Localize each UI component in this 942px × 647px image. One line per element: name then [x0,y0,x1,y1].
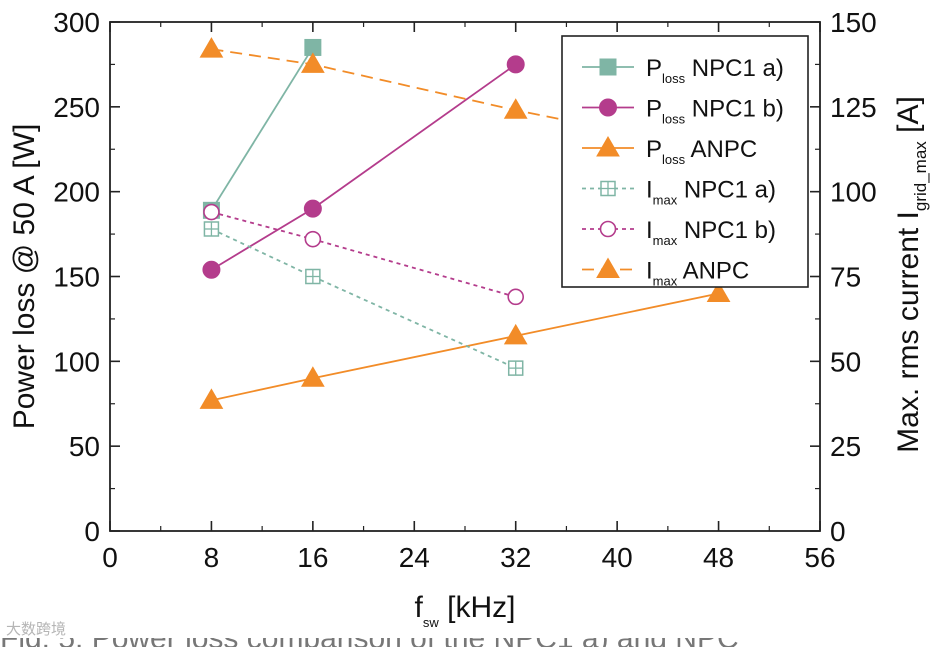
y-right-tick-label: 150 [830,7,877,38]
y-left-tick-label: 200 [53,177,100,208]
legend-entry-ploss-npc1a: Ploss NPC1 a) [582,55,784,86]
watermark: 大数跨境 [6,620,67,638]
series-line-ploss-anpc [211,292,719,402]
data-point-ploss-anpc [706,281,731,302]
data-point-ploss-npc1b [303,199,322,218]
y-left-tick-label: 100 [53,346,100,377]
x-tick-label: 32 [500,542,531,573]
y-left-tick-label: 300 [53,7,100,38]
y-left-axis-label: Power loss @ 50 A [W] [8,124,41,430]
data-point-imax-npc1b [203,203,220,221]
legend-marker [600,180,616,197]
legend-label: Ploss ANPC [646,136,757,167]
data-point-imax-npc1a [203,221,220,237]
y-right-tick-label: 125 [830,92,877,123]
data-point-ploss-npc1b [202,260,221,279]
legend-label: Ploss NPC1 b) [646,96,784,127]
y-right-axis-label: Max. rms current Igrid_max [A] [892,96,930,453]
data-point-imax-npc1b [304,230,322,248]
legend-label: Imax ANPC [646,258,749,289]
y-right-tick-label: 100 [830,177,877,208]
figure-caption: Fig. 5. Power loss comparison of the NPC… [0,638,942,647]
legend-entry-imax-npc1b: Imax NPC1 b) [582,217,776,248]
legend-label: Imax NPC1 a) [646,177,776,208]
y-right-tick-label: 0 [830,516,846,547]
x-tick-label: 48 [703,542,734,573]
x-axis-label: fsw [kHz] [415,591,516,630]
figure-caption-text: Fig. 5. Power loss comparison of the NPC… [0,638,739,647]
legend-entry-ploss-anpc: Ploss ANPC [582,136,757,167]
y-right-tick-label: 75 [830,262,861,293]
y-left-tick-label: 50 [69,431,100,462]
series-ploss-npc1b [202,55,525,279]
data-point-ploss-anpc [199,388,224,409]
series-line-imax-npc1a [211,228,517,369]
series-ploss-npc1a [202,38,322,219]
legend-entry-ploss-npc1b: Ploss NPC1 b) [582,96,784,127]
data-point-imax-npc1b [507,288,525,306]
data-point-imax-anpc [503,98,528,119]
data-point-imax-anpc [199,37,224,58]
data-point-ploss-anpc [300,366,325,387]
legend-label: Imax NPC1 b) [646,217,776,248]
data-point-imax-anpc [300,52,325,73]
x-tick-label: 24 [399,542,430,573]
x-tick-label: 16 [297,542,328,573]
legend-entry-imax-npc1a: Imax NPC1 a) [582,177,776,208]
legend-label: Ploss NPC1 a) [646,55,784,86]
series-line-imax-npc1b [211,211,516,298]
series-line-ploss-npc1a [210,46,314,211]
legend-marker [599,58,617,76]
data-point-imax-npc1a [305,268,321,285]
legend-entry-imax-anpc: Imax ANPC [582,258,749,289]
legend-box [561,35,809,288]
series-ploss-anpc [199,281,731,409]
series-imax-npc1b [203,203,525,306]
y-left-tick-label: 150 [53,262,100,293]
data-point-ploss-anpc [503,323,528,345]
legend-marker [599,98,617,117]
data-point-imax-npc1a [507,360,524,376]
series-line-ploss-npc1b [210,63,517,271]
y-left-tick-label: 0 [84,516,100,547]
y-right-tick-label: 50 [830,346,861,377]
x-tick-label: 0 [102,542,118,573]
data-point-ploss-npc1b [506,55,525,74]
y-left-tick-label: 250 [53,92,100,123]
x-tick-label: 8 [204,542,220,573]
x-tick-label: 56 [804,542,835,573]
legend-marker [596,257,620,278]
legend-marker [599,220,617,238]
x-tick-label: 40 [602,542,633,573]
y-right-tick-label: 25 [830,431,861,462]
series-imax-npc1a [203,221,524,376]
legend-marker [596,136,620,157]
